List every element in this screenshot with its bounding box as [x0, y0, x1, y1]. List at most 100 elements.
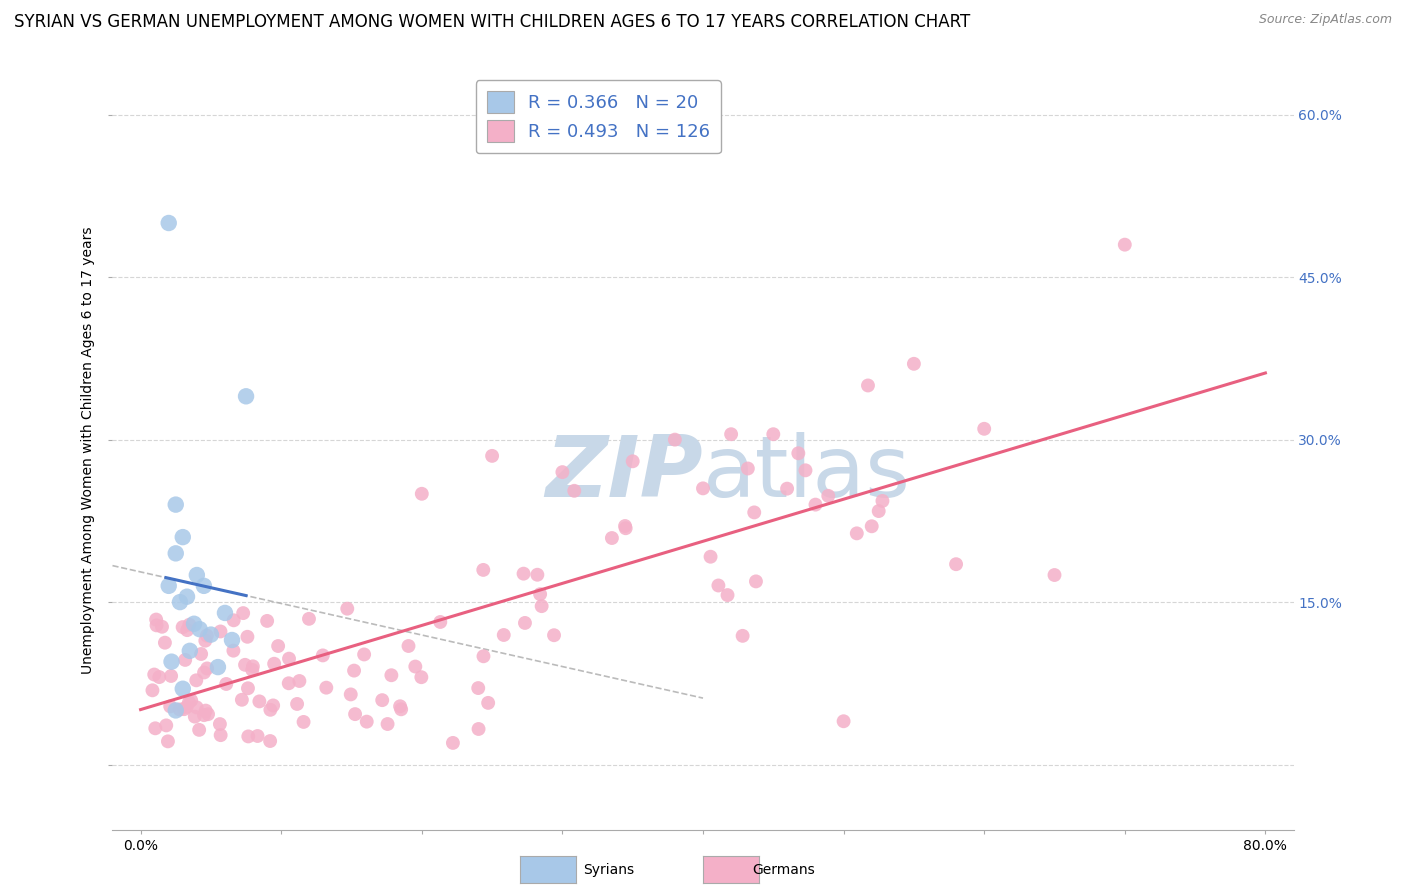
Point — [193, 708, 215, 723]
Point — [389, 699, 412, 714]
Point — [183, 616, 205, 631]
Point — [169, 702, 191, 716]
Point — [197, 707, 219, 722]
Point — [180, 693, 202, 707]
Point — [804, 498, 827, 512]
Point — [731, 629, 754, 643]
Text: ZIP: ZIP — [546, 432, 703, 515]
Point — [263, 657, 285, 671]
Point — [973, 422, 995, 436]
Point — [262, 698, 284, 713]
Point — [562, 483, 585, 498]
Point — [292, 714, 315, 729]
Point — [298, 612, 321, 626]
Point — [856, 378, 879, 392]
Point — [179, 617, 201, 632]
Point — [177, 695, 200, 709]
Point — [356, 714, 378, 729]
Point — [860, 519, 883, 533]
Point — [600, 531, 623, 545]
Point — [141, 683, 163, 698]
Point — [165, 546, 187, 560]
Text: SYRIAN VS GERMAN UNEMPLOYMENT AMONG WOMEN WITH CHILDREN AGES 6 TO 17 YEARS CORRE: SYRIAN VS GERMAN UNEMPLOYMENT AMONG WOME… — [14, 13, 970, 31]
Point — [259, 734, 281, 748]
Point — [530, 599, 553, 614]
Point — [173, 702, 195, 716]
Point — [353, 648, 375, 662]
Point — [165, 498, 187, 512]
Point — [903, 357, 925, 371]
Point — [380, 668, 402, 682]
Point — [477, 696, 499, 710]
Point — [845, 526, 868, 541]
Point — [614, 519, 637, 533]
Point — [794, 463, 817, 477]
Point — [699, 549, 721, 564]
Point — [176, 623, 198, 637]
Point — [551, 465, 574, 479]
Point — [817, 489, 839, 503]
Point — [186, 568, 208, 582]
Point — [389, 702, 412, 716]
Point — [411, 487, 433, 501]
Point — [472, 649, 495, 664]
Point — [441, 736, 464, 750]
Text: Source: ZipAtlas.com: Source: ZipAtlas.com — [1258, 13, 1392, 27]
Point — [143, 667, 166, 681]
Point — [512, 566, 534, 581]
Point — [236, 630, 259, 644]
Legend: R = 0.366   N = 20, R = 0.493   N = 126: R = 0.366 N = 20, R = 0.493 N = 126 — [475, 80, 721, 153]
Point — [868, 504, 890, 518]
Y-axis label: Unemployment Among Women with Children Ages 6 to 17 years: Unemployment Among Women with Children A… — [82, 227, 96, 674]
Point — [344, 707, 367, 722]
Point — [179, 644, 201, 658]
Point — [172, 620, 194, 634]
Point — [172, 530, 194, 544]
Point — [186, 700, 208, 714]
Point — [193, 665, 215, 680]
Point — [165, 703, 187, 717]
Point — [215, 677, 238, 691]
Point — [190, 647, 212, 661]
Point — [194, 704, 217, 718]
Point — [256, 614, 278, 628]
Point — [336, 601, 359, 615]
Point — [404, 659, 426, 673]
Point — [247, 694, 270, 708]
Point — [411, 670, 433, 684]
Point — [472, 563, 495, 577]
Point — [174, 653, 197, 667]
Point — [193, 579, 215, 593]
Point — [1114, 237, 1136, 252]
Point — [621, 454, 644, 468]
Point — [150, 620, 173, 634]
Point — [716, 588, 738, 602]
Point — [492, 628, 515, 642]
Text: Germans: Germans — [752, 863, 815, 877]
Point — [872, 494, 894, 508]
Point — [195, 629, 218, 643]
Point — [742, 505, 765, 519]
Point — [232, 606, 254, 620]
Point — [398, 639, 420, 653]
Point — [720, 427, 742, 442]
Point — [707, 578, 730, 592]
Point — [377, 717, 399, 731]
Point — [692, 482, 714, 496]
Point — [145, 613, 167, 627]
Point — [467, 722, 489, 736]
Point — [231, 692, 253, 706]
Point — [169, 595, 191, 609]
Point — [221, 633, 243, 648]
Point — [195, 661, 218, 675]
Point — [776, 482, 799, 496]
Text: Syrians: Syrians — [583, 863, 634, 877]
Point — [143, 721, 166, 735]
Point — [156, 734, 179, 748]
Point — [176, 590, 198, 604]
Point — [176, 699, 198, 714]
Point — [945, 557, 967, 572]
Point — [371, 693, 394, 707]
Point — [200, 627, 222, 641]
Point — [159, 699, 181, 714]
